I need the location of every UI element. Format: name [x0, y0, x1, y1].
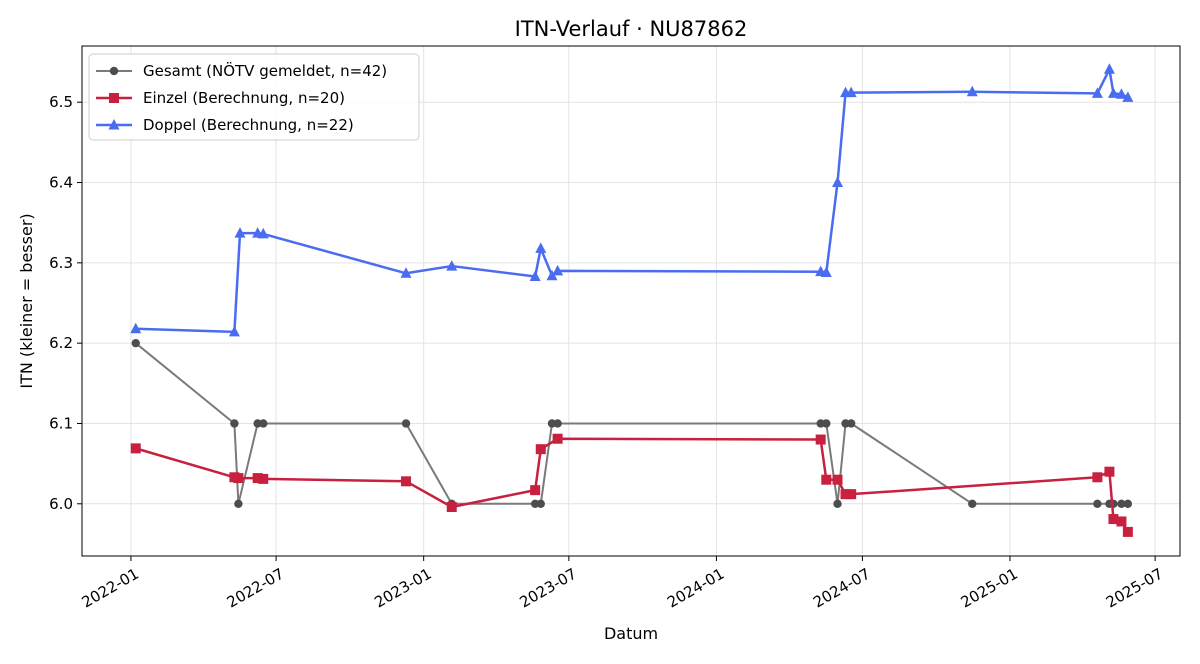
data-point-doppel — [552, 264, 564, 276]
data-point-doppel — [446, 260, 458, 271]
data-point-doppel — [535, 242, 547, 253]
data-point-gesamt — [259, 419, 268, 428]
series-layer — [130, 63, 1134, 537]
data-point-doppel — [130, 322, 142, 334]
data-point-einzel — [846, 489, 857, 500]
data-point-doppel — [1091, 87, 1103, 98]
data-point-gesamt — [1093, 499, 1102, 508]
data-point-einzel — [233, 473, 244, 484]
data-point-doppel — [529, 270, 541, 282]
data-point-gesamt — [1123, 499, 1133, 508]
data-point-doppel — [1122, 91, 1134, 102]
data-point-doppel — [546, 269, 558, 281]
legend-item-gesamt: Gesamt (NÖTV gemeldet, n=42) — [96, 61, 387, 80]
legend-item-einzel: Einzel (Berechnung, n=20) — [96, 89, 345, 107]
legend-marker — [108, 119, 120, 130]
data-point-gesamt — [1117, 499, 1126, 508]
data-point-einzel — [1104, 466, 1115, 477]
data-point-doppel — [845, 86, 857, 98]
data-point-einzel — [840, 489, 851, 500]
plot-frame — [81, 45, 1181, 557]
x-tick-label: 2023-01 — [371, 565, 434, 612]
data-point-einzel — [1108, 514, 1119, 525]
data-point-doppel — [1115, 88, 1127, 99]
data-point-gesamt — [553, 419, 562, 428]
legend: Gesamt (NÖTV gemeldet, n=42) Einzel (Bere… — [88, 53, 420, 141]
y-axis-label: ITN (kleiner = besser) — [17, 213, 36, 388]
y-tick-label: 6.4 — [49, 174, 73, 192]
data-point-gesamt — [822, 419, 831, 428]
y-tick-label: 6.5 — [49, 93, 73, 111]
ticks: 6.0 6.1 6.2 6.3 6.4 6.5 2022-01 2022-07 2023-01 2… — [49, 93, 1166, 611]
legend-label: Doppel (Berechnung, n=22) — [143, 116, 354, 134]
data-point-gesamt — [536, 499, 545, 508]
data-point-doppel — [966, 85, 978, 97]
legend-marker — [109, 93, 119, 103]
data-point-einzel — [1092, 472, 1103, 483]
data-point-doppel — [832, 176, 844, 188]
data-point-doppel — [1107, 87, 1119, 98]
y-tick-label: 6.1 — [49, 414, 73, 432]
data-point-gesamt — [846, 419, 856, 428]
x-axis-label: Datum — [604, 624, 658, 643]
x-tick-label: 2025-01 — [958, 565, 1021, 612]
data-point-einzel — [832, 474, 843, 485]
data-point-gesamt — [401, 419, 411, 428]
x-tick-label: 2024-07 — [810, 565, 873, 612]
x-tick-label: 2022-07 — [224, 565, 287, 612]
data-point-doppel — [1103, 63, 1115, 74]
data-point-doppel — [820, 266, 832, 277]
legend-box — [88, 53, 420, 141]
data-point-doppel — [234, 227, 246, 238]
data-point-doppel — [228, 325, 240, 337]
legend-marker — [109, 66, 119, 76]
x-tick-label: 2024-01 — [664, 565, 727, 612]
legend-item-doppel: Doppel (Berechnung, n=22) — [96, 116, 354, 134]
data-point-gesamt — [131, 338, 140, 348]
data-point-doppel — [400, 267, 412, 278]
x-tick-label: 2023-07 — [517, 565, 580, 612]
data-point-einzel — [1116, 516, 1127, 527]
data-point-einzel — [401, 476, 412, 487]
data-point-gesamt — [230, 419, 239, 428]
series-doppel — [130, 63, 1134, 337]
data-point-einzel — [252, 473, 263, 484]
x-tick-label: 2022-01 — [79, 565, 142, 612]
data-point-einzel — [446, 502, 457, 513]
data-point-einzel — [1122, 526, 1133, 537]
data-point-einzel — [130, 443, 141, 454]
y-tick-label: 6.0 — [49, 495, 73, 513]
data-point-einzel — [530, 485, 541, 496]
legend-label: Gesamt (NÖTV gemeldet, n=42) — [143, 61, 387, 80]
series-line-einzel — [135, 437, 1129, 533]
data-point-einzel — [815, 434, 826, 445]
data-point-einzel — [821, 474, 832, 485]
x-tick-label: 2025-07 — [1103, 565, 1166, 612]
data-point-einzel — [552, 433, 563, 444]
data-point-gesamt — [833, 499, 842, 508]
data-point-einzel — [258, 473, 269, 484]
legend-label: Einzel (Berechnung, n=20) — [143, 89, 345, 107]
data-point-gesamt — [968, 499, 977, 508]
data-point-einzel — [535, 444, 546, 455]
data-point-doppel — [257, 227, 269, 239]
y-tick-label: 6.2 — [49, 334, 73, 352]
y-tick-label: 6.3 — [49, 254, 73, 272]
chart-title: ITN-Verlauf · NU87862 — [515, 17, 748, 41]
data-point-gesamt — [234, 499, 243, 508]
series-gesamt — [131, 338, 1133, 508]
series-einzel — [130, 433, 1133, 537]
